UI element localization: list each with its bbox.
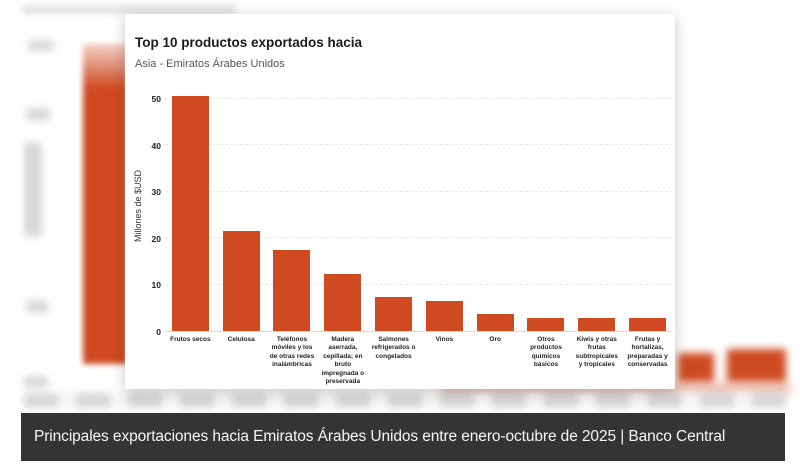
gridline bbox=[165, 237, 673, 239]
y-tick-label: 40 bbox=[151, 140, 161, 151]
bar-slot bbox=[267, 95, 318, 331]
y-axis-ticks: 0 10 20 30 40 50 bbox=[143, 94, 161, 336]
x-category-label: Kiwis y otras frutas subtropicales y tro… bbox=[575, 336, 618, 369]
bg-blurred-bar-large bbox=[83, 44, 127, 364]
bar-slot bbox=[571, 95, 622, 331]
bg-blurred-yaxis-label-smudge bbox=[24, 142, 42, 237]
bg-blurred-ytick-smudge bbox=[26, 300, 48, 313]
plot-area bbox=[165, 95, 673, 332]
bg-blurred-ytick-smudge bbox=[24, 376, 48, 388]
bar-slot bbox=[368, 95, 419, 331]
bar-slot bbox=[165, 95, 216, 331]
bar bbox=[527, 317, 565, 331]
bar bbox=[425, 301, 463, 331]
y-tick-label: 30 bbox=[151, 187, 161, 198]
bar bbox=[171, 96, 209, 331]
x-axis-labels: Frutos secos Celulosa Teléfonos móviles y … bbox=[165, 336, 673, 387]
bg-blurred-xlabels-band bbox=[24, 393, 786, 408]
bar bbox=[578, 317, 616, 331]
x-category-label: Frutos secos bbox=[170, 336, 211, 343]
bar bbox=[273, 249, 311, 331]
gridline bbox=[165, 97, 673, 99]
gridline bbox=[165, 144, 673, 146]
y-tick-label: 0 bbox=[156, 326, 161, 337]
bar bbox=[629, 318, 667, 331]
y-tick-label: 10 bbox=[151, 280, 161, 291]
y-tick-label: 50 bbox=[151, 94, 161, 105]
bar-slot bbox=[470, 95, 521, 331]
bar-slot bbox=[521, 95, 572, 331]
x-category-label: Madera aserrada, cepillada; en bruto imp… bbox=[321, 336, 365, 386]
caption-text: Principales exportaciones hacia Emiratos… bbox=[34, 428, 726, 445]
bar-slot bbox=[622, 95, 673, 331]
caption-bar: Principales exportaciones hacia Emiratos… bbox=[21, 413, 785, 461]
x-category-label: Oro bbox=[489, 336, 501, 343]
chart-card: Top 10 productos exportados hacia Asia -… bbox=[125, 14, 675, 389]
bar-slot bbox=[419, 95, 470, 331]
bg-blurred-bar-small bbox=[678, 353, 714, 382]
gridline bbox=[165, 283, 673, 285]
bar bbox=[375, 297, 413, 331]
x-category-label: Teléfonos móviles y los de otras redes i… bbox=[269, 336, 315, 369]
bar bbox=[476, 313, 514, 331]
bg-blurred-title-smudge bbox=[22, 6, 236, 13]
bar bbox=[222, 231, 260, 331]
x-category-label: Vinos bbox=[435, 336, 454, 343]
x-category-label: Salmones refrigerados o congelados bbox=[371, 336, 416, 360]
x-category-label: Otros productos químicos básicos bbox=[530, 336, 562, 369]
x-category-label: Frutas y hortalizas, preparadas y conser… bbox=[627, 336, 668, 369]
chart-title: Top 10 productos exportados hacia bbox=[135, 35, 363, 50]
bar-slot bbox=[216, 95, 267, 331]
chart-subtitle: Asia - Emiratos Árabes Unidos bbox=[135, 58, 285, 70]
bar-slot bbox=[317, 95, 368, 331]
bg-blurred-bar-small bbox=[727, 349, 786, 382]
gridline bbox=[165, 190, 673, 192]
bg-blurred-ytick-smudge bbox=[28, 40, 54, 51]
bg-blurred-ytick-smudge bbox=[26, 108, 50, 121]
x-category-label: Celulosa bbox=[227, 336, 255, 343]
bar bbox=[324, 274, 362, 331]
y-tick-label: 20 bbox=[151, 233, 161, 244]
